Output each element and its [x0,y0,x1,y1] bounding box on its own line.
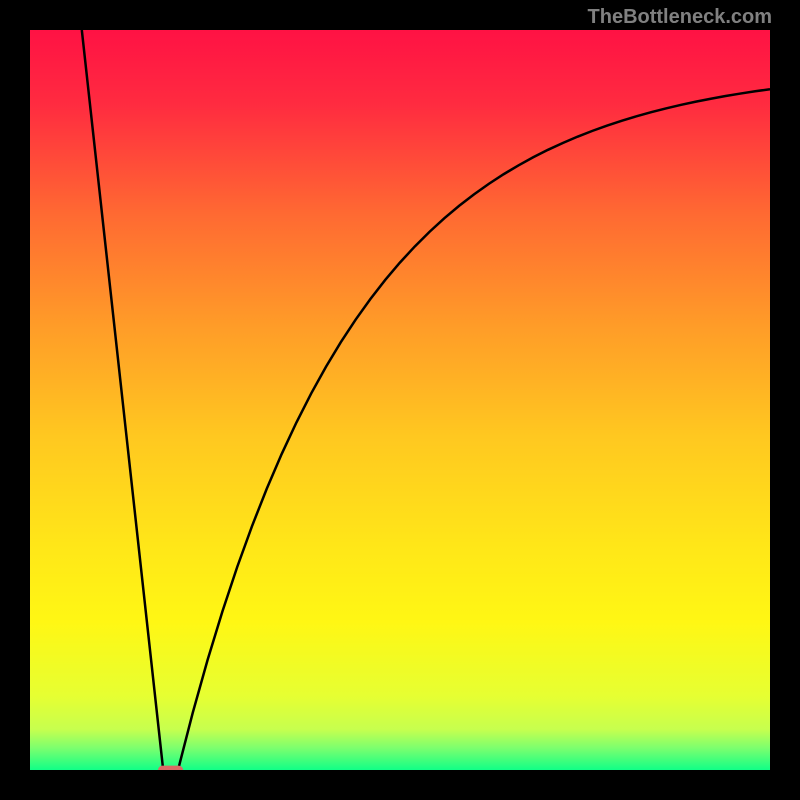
min-marker [158,766,184,770]
watermark-text: TheBottleneck.com [588,6,772,29]
plot-area [30,30,770,770]
curve-svg [30,30,770,770]
curve-path [82,30,770,770]
chart-container: TheBottleneck.com [0,0,800,800]
